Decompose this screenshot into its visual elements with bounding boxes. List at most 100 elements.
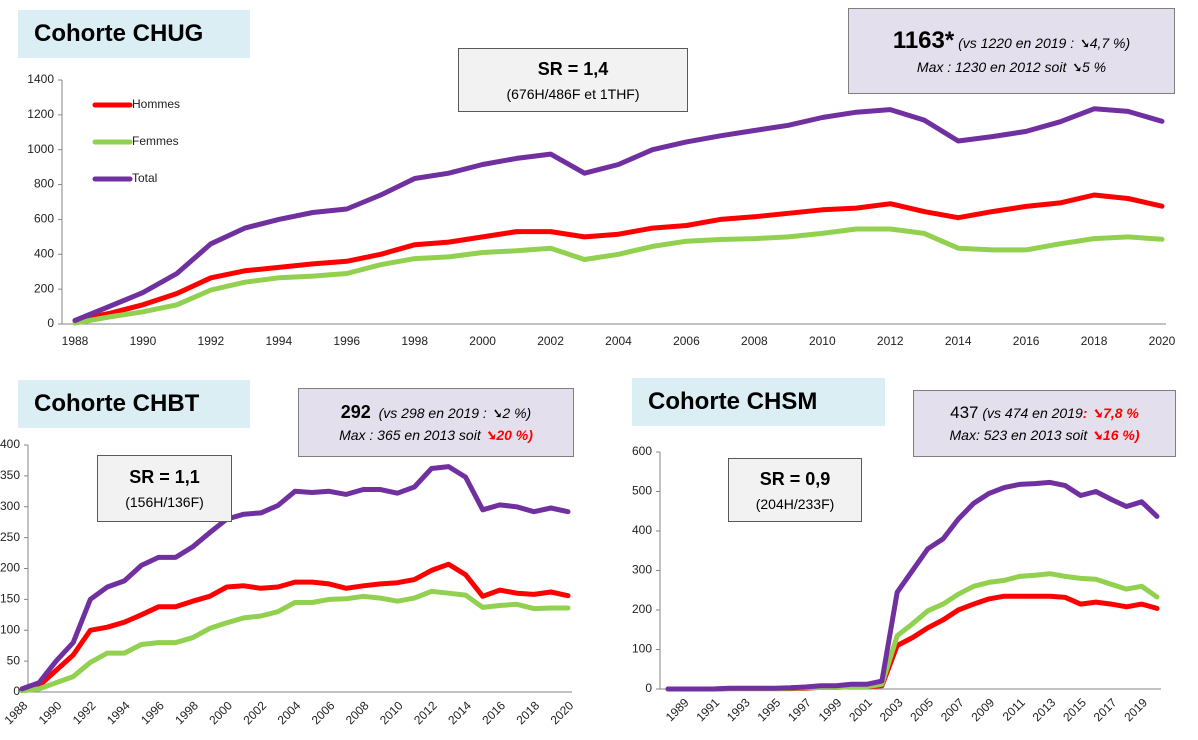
- x-tick-label: 1990: [130, 334, 157, 348]
- x-tick-label: 1993: [724, 695, 753, 724]
- chart-title: Cohorte CHBT: [18, 380, 250, 428]
- y-tick-label: 350: [0, 468, 20, 482]
- y-tick-label: 200: [632, 602, 652, 616]
- info-text: ➘16 %): [1091, 427, 1140, 443]
- x-tick-label: 1999: [816, 695, 845, 724]
- x-tick-label: 2004: [275, 698, 304, 727]
- x-tick-label: 1990: [36, 698, 65, 727]
- x-tick-label: 2016: [479, 698, 508, 727]
- sr-ratio: SR = 0,9: [759, 468, 831, 489]
- y-tick-label: 100: [632, 642, 652, 656]
- sr-ratio: SR = 1,1: [129, 467, 200, 487]
- info-text: : ➘7,8 %: [1082, 405, 1139, 421]
- x-tick-label: 2003: [877, 695, 906, 724]
- x-tick-label: 2014: [945, 334, 972, 348]
- sr-detail: (204H/233F): [755, 495, 835, 512]
- y-tick-label: 400: [632, 523, 652, 537]
- x-tick-label: 2006: [673, 334, 700, 348]
- x-tick-label: 2010: [809, 334, 836, 348]
- x-tick-label: 2005: [907, 695, 936, 724]
- sr-detail: (156H/136F): [125, 494, 204, 510]
- y-tick-label: 200: [0, 561, 20, 575]
- x-tick-label: 2002: [240, 698, 269, 727]
- x-tick-label: 1989: [663, 695, 692, 724]
- y-tick-label: 1200: [27, 107, 54, 121]
- x-tick-label: 2017: [1091, 695, 1120, 724]
- x-tick-label: 1988: [2, 698, 31, 727]
- info-box: 1163* (vs 1220 en 2019 : ➘4,7 %) Max : 1…: [848, 8, 1175, 94]
- y-tick-label: 800: [34, 177, 54, 191]
- x-tick-label: 2001: [846, 695, 875, 724]
- series-line: [19, 561, 571, 693]
- x-tick-label: 1994: [104, 698, 133, 727]
- legend-label: Hommes: [132, 97, 180, 111]
- series-line: [19, 464, 571, 692]
- y-tick-label: 250: [0, 530, 20, 544]
- series-line: [72, 106, 1165, 323]
- y-tick-label: 400: [0, 437, 20, 451]
- info-text: Max: 523 en 2013 soit: [949, 427, 1092, 443]
- info-count: 1163*: [892, 26, 955, 54]
- x-tick-label: 2012: [411, 698, 440, 727]
- x-tick-label: 2019: [1121, 695, 1150, 724]
- x-tick-label: 2000: [469, 334, 496, 348]
- info-line: Max: 523 en 2013 soit ➘16 %): [950, 427, 1140, 444]
- y-tick-label: 600: [34, 212, 54, 226]
- x-tick-label: 2013: [1030, 695, 1059, 724]
- info-box: 437 (vs 474 en 2019: ➘7,8 % Max: 523 en …: [913, 390, 1176, 457]
- y-tick-label: 100: [0, 622, 20, 636]
- sr-box: SR = 0,9 (204H/233F): [728, 458, 862, 522]
- chart-title: Cohorte CHUG: [18, 10, 250, 58]
- y-tick-label: 50: [7, 653, 21, 667]
- y-tick-label: 0: [47, 316, 54, 330]
- x-tick-label: 2008: [343, 698, 372, 727]
- chart-title: Cohorte CHSM: [632, 378, 885, 426]
- x-tick-label: 2020: [1149, 334, 1176, 348]
- x-tick-label: 1998: [401, 334, 428, 348]
- x-tick-label: 1994: [265, 334, 292, 348]
- x-tick-label: 2015: [1060, 695, 1089, 724]
- info-text: ➘20 %): [484, 426, 533, 443]
- legend-label: Femmes: [132, 134, 179, 148]
- x-tick-label: 2002: [537, 334, 564, 348]
- info-text: Max : 1230 en 2012 soit ➘5 %: [916, 58, 1107, 75]
- y-tick-label: 200: [34, 281, 54, 295]
- sr-detail: (676H/486F et 1THF): [506, 85, 640, 102]
- x-tick-label: 2018: [1081, 334, 1108, 348]
- x-tick-label: 1992: [70, 698, 99, 727]
- x-tick-label: 2008: [741, 334, 768, 348]
- series-line: [72, 192, 1165, 323]
- x-tick-label: 2010: [377, 698, 406, 727]
- x-tick-label: 1996: [138, 698, 167, 727]
- x-tick-label: 2018: [513, 698, 542, 727]
- x-tick-label: 2014: [445, 698, 474, 727]
- x-tick-label: 2000: [206, 698, 235, 727]
- sr-box: SR = 1,1 (156H/136F): [97, 455, 232, 522]
- x-tick-label: 2020: [548, 698, 577, 727]
- info-text: (vs 1220 en 2019 : ➘4,7 %): [958, 34, 1131, 51]
- x-tick-label: 2006: [309, 698, 338, 727]
- series-line: [665, 593, 1160, 692]
- y-tick-label: 0: [13, 684, 20, 698]
- series-line: [665, 571, 1160, 692]
- x-tick-label: 1998: [172, 698, 201, 727]
- sr-box: SR = 1,4 (676H/486F et 1THF): [458, 48, 688, 112]
- x-tick-label: 2009: [968, 695, 997, 724]
- series-line: [19, 588, 571, 694]
- info-text: (vs 298 en 2019 : ➘2 %): [378, 404, 532, 421]
- y-tick-label: 300: [0, 499, 20, 513]
- y-tick-label: 600: [632, 444, 652, 458]
- info-line: 437 (vs 474 en 2019: ➘7,8 %: [950, 403, 1139, 423]
- x-tick-label: 1991: [693, 695, 722, 724]
- info-line: 1163* (vs 1220 en 2019 : ➘4,7 %): [893, 27, 1130, 55]
- info-text: (vs 474 en 2019: [982, 405, 1083, 421]
- x-tick-label: 2012: [877, 334, 904, 348]
- y-tick-label: 1000: [27, 142, 54, 156]
- info-line: 292 (vs 298 en 2019 : ➘2 %): [341, 402, 531, 423]
- x-tick-label: 1992: [198, 334, 225, 348]
- x-tick-label: 2016: [1013, 334, 1040, 348]
- info-count: 437: [950, 403, 979, 422]
- x-tick-label: 2007: [938, 695, 967, 724]
